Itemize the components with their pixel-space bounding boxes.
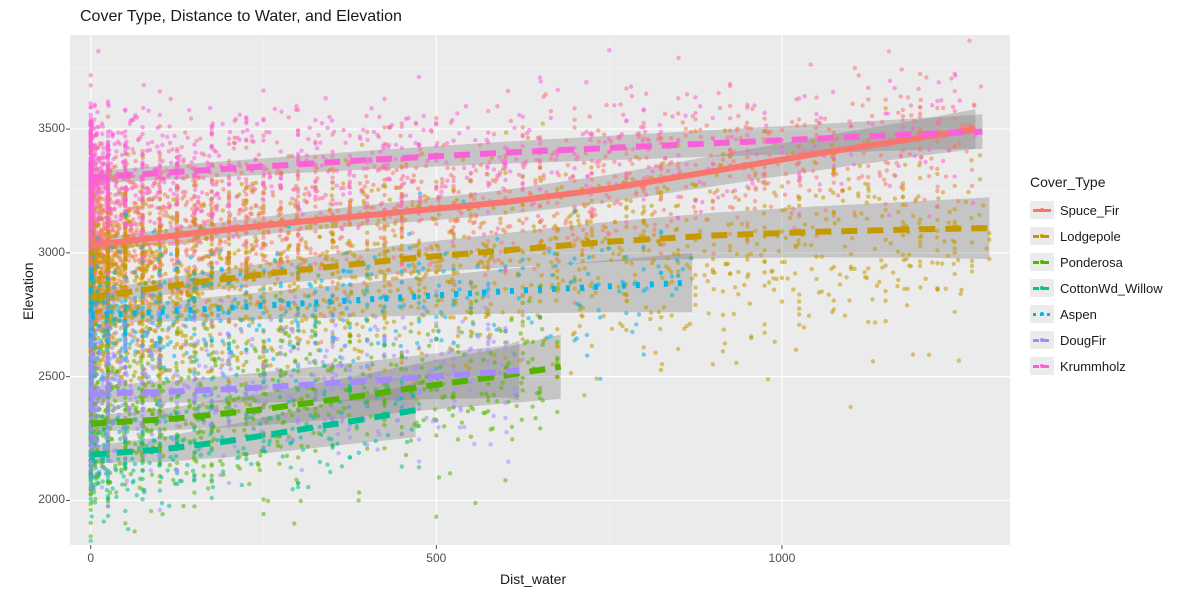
legend-swatch-icon	[1030, 279, 1054, 297]
legend-label: Aspen	[1060, 307, 1097, 322]
x-tick-label: 500	[421, 551, 451, 565]
legend-label: DougFir	[1060, 333, 1106, 348]
legend-swatch-icon	[1030, 201, 1054, 219]
legend-label: Ponderosa	[1060, 255, 1123, 270]
legend-swatch-icon	[1030, 253, 1054, 271]
y-tick-label: 2500	[25, 369, 65, 383]
legend-label: Spuce_Fir	[1060, 203, 1119, 218]
legend-item-Lodgepole: Lodgepole	[1030, 226, 1121, 246]
legend-item-Krummholz: Krummholz	[1030, 356, 1126, 376]
legend-swatch-icon	[1030, 305, 1054, 323]
x-tick-label: 0	[76, 551, 106, 565]
legend-swatch-icon	[1030, 357, 1054, 375]
x-axis-label: Dist_water	[500, 571, 566, 587]
legend-label: Krummholz	[1060, 359, 1126, 374]
legend-title: Cover_Type	[1030, 174, 1105, 190]
legend-item-Ponderosa: Ponderosa	[1030, 252, 1123, 272]
legend-item-Spuce_Fir: Spuce_Fir	[1030, 200, 1119, 220]
axis-ticks	[0, 0, 1200, 600]
legend-label: CottonWd_Willow	[1060, 281, 1163, 296]
y-axis-label: Elevation	[20, 262, 36, 320]
legend-swatch-icon	[1030, 331, 1054, 349]
legend-item-CottonWd_Willow: CottonWd_Willow	[1030, 278, 1163, 298]
legend-item-DougFir: DougFir	[1030, 330, 1106, 350]
legend-label: Lodgepole	[1060, 229, 1121, 244]
y-tick-label: 3500	[25, 121, 65, 135]
x-tick-label: 1000	[767, 551, 797, 565]
y-tick-label: 3000	[25, 245, 65, 259]
legend-item-Aspen: Aspen	[1030, 304, 1097, 324]
chart-container: Cover Type, Distance to Water, and Eleva…	[0, 0, 1200, 600]
legend-swatch-icon	[1030, 227, 1054, 245]
y-tick-label: 2000	[25, 492, 65, 506]
